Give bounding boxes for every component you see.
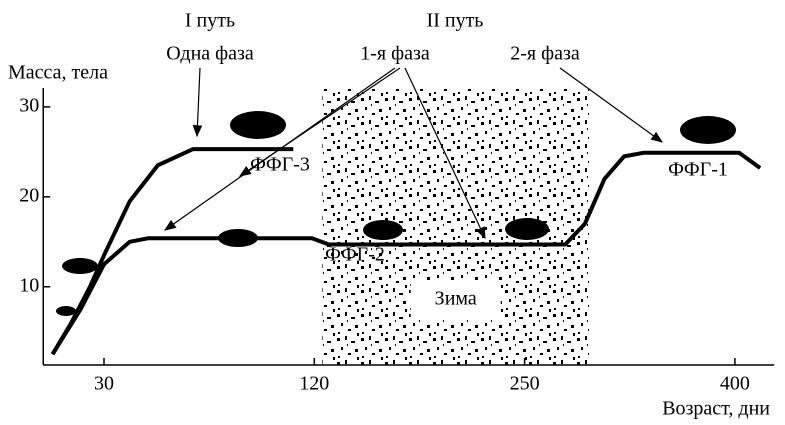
line-series — [50, 150, 762, 356]
y-tick-label: 10 — [19, 274, 39, 296]
animal-icons — [56, 111, 736, 316]
annotation: I путь — [185, 10, 235, 32]
x-tick-label: 250 — [510, 373, 540, 395]
annotation: ФФГ-1 — [668, 159, 728, 181]
annotation: II путь — [427, 10, 484, 32]
arrow — [559, 67, 663, 143]
winter-label: Зима — [435, 288, 477, 310]
x-tick-label: 120 — [299, 373, 329, 395]
line-series — [50, 147, 294, 356]
annotation: ФФГ-3 — [250, 154, 310, 176]
x-tick-label: 400 — [720, 373, 750, 395]
x-tick-label: 30 — [94, 373, 114, 395]
arrow — [192, 67, 203, 138]
x-axis-label: Возраст, дни — [662, 398, 770, 420]
annotation: 1-я фаза — [360, 43, 430, 65]
arrow — [404, 67, 486, 240]
annotation: Одна фаза — [166, 43, 254, 65]
winter-layer: Зима — [322, 88, 590, 365]
winter-label-bg — [410, 280, 501, 320]
annotation: 2-я фаза — [510, 43, 580, 65]
y-tick-label: 30 — [19, 94, 39, 116]
y-axis-label: Масса, тела — [8, 62, 108, 84]
annotation: ФФГ-2 — [325, 244, 385, 266]
arrow — [239, 67, 401, 177]
winter-region — [322, 88, 590, 365]
y-tick-label: 20 — [19, 184, 39, 206]
